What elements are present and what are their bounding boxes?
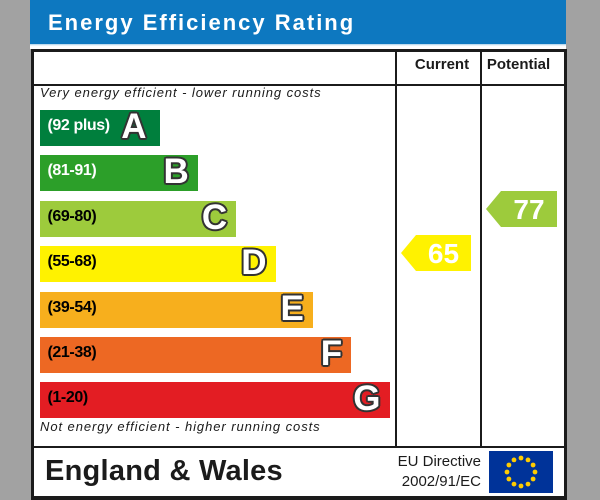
svg-text:65: 65	[428, 238, 459, 269]
svg-text:77: 77	[513, 194, 544, 225]
